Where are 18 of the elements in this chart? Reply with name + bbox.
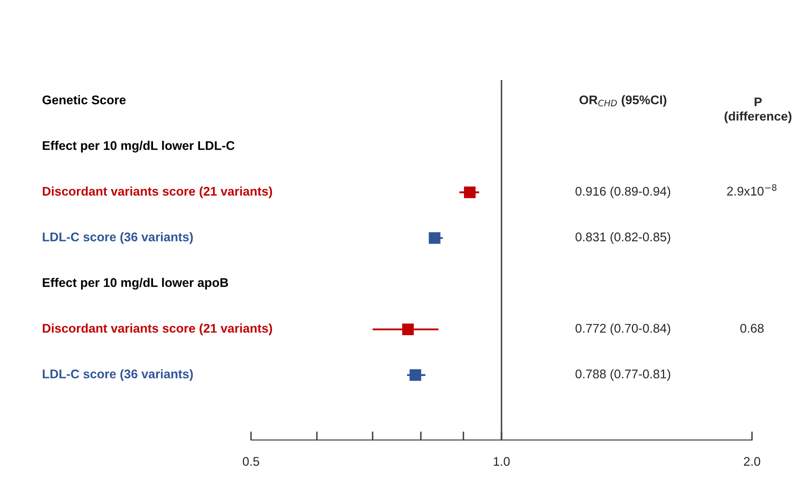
x-tick-label: 2.0 [744,456,760,466]
y-tick-label: Effect per 10 mg/dL lower apoB [42,278,228,290]
annotation: 0.916 (0.89-0.94) [576,186,670,198]
annotation: OR$_{CHD}$ (95%CI) [580,95,666,107]
x-tick-label: 1.0 [494,456,510,466]
annotation: 2.9x10$^{−8}$ [727,184,776,196]
y-tick-label: LDL-C score (36 variants) [42,369,193,381]
annotation: P (difference) [724,98,792,124]
x-tick-label: 0.5 [242,456,260,466]
annotation: 0.831 (0.82-0.85) [576,232,670,244]
y-tick-label: LDL-C score (36 variants) [42,232,193,244]
annotation: 0.788 (0.77-0.81) [576,369,670,381]
y-tick-label: Genetic Score [42,95,126,104]
y-tick-label: Discordant variants score (21 variants) [42,324,272,336]
annotation: 0.68 [740,324,764,333]
annotation: 0.772 (0.70-0.84) [576,324,670,336]
y-tick-label: Discordant variants score (21 variants) [42,186,272,198]
y-tick-label: Effect per 10 mg/dL lower LDL-C [42,140,235,153]
